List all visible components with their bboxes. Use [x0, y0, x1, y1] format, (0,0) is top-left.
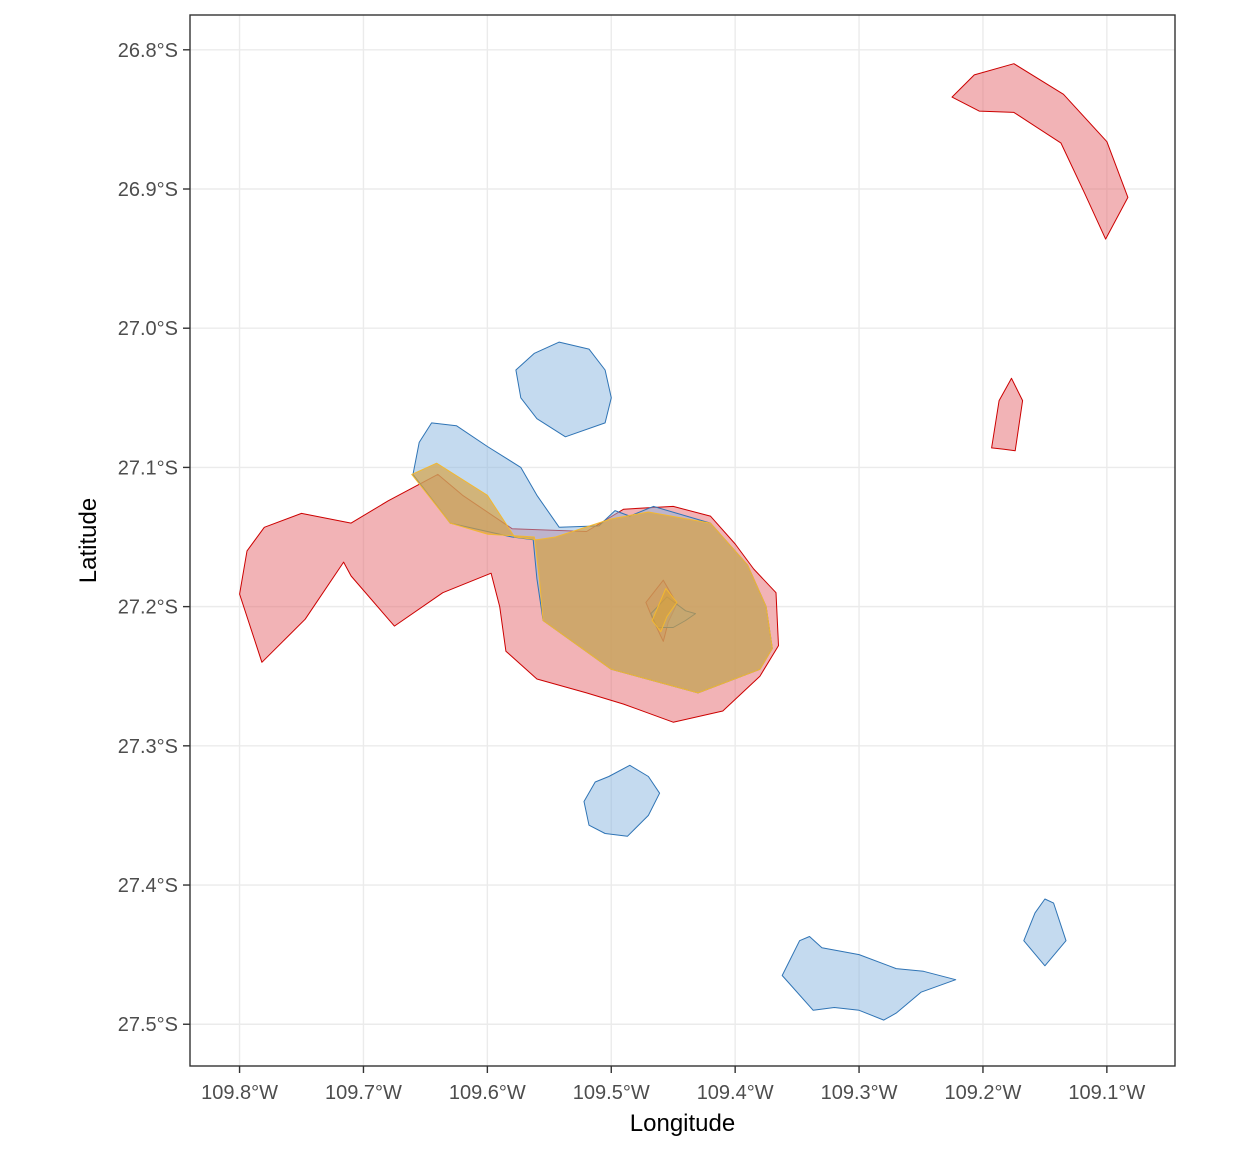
- blue-polygon: [583, 764, 661, 837]
- x-tick-label: 109.8°W: [201, 1082, 278, 1104]
- y-tick-label: 27.5°S: [118, 1014, 178, 1036]
- x-tick-label: 109.6°W: [449, 1082, 526, 1104]
- y-tick-label: 27.4°S: [118, 875, 178, 897]
- y-tick-label: 26.8°S: [118, 40, 178, 62]
- y-tick-label: 27.0°S: [118, 318, 178, 340]
- x-tick-label: 109.2°W: [944, 1082, 1021, 1104]
- overlap-polygon: [651, 588, 678, 633]
- red-polygon: [951, 63, 1129, 240]
- y-tick-label: 27.1°S: [118, 457, 178, 479]
- y-axis-title: Latitude: [75, 498, 102, 583]
- x-axis-title: Longitude: [630, 1110, 735, 1137]
- y-tick-label: 27.3°S: [118, 736, 178, 758]
- blue-polygon: [515, 341, 612, 438]
- panel-border: [189, 14, 1176, 1067]
- blue-polygon: [1023, 898, 1067, 967]
- y-tick-label: 27.2°S: [118, 597, 178, 619]
- axis-ticks: 109.8°W 109.7°W 109.6°W 109.5°W 109.4°W 109.3…: [118, 40, 1146, 1104]
- map-layers: [239, 63, 1129, 1021]
- red-polygon: [991, 377, 1024, 452]
- x-tick-label: 109.3°W: [821, 1082, 898, 1104]
- x-tick-label: 109.1°W: [1068, 1082, 1145, 1104]
- x-tick-label: 109.5°W: [573, 1082, 650, 1104]
- x-tick-label: 109.7°W: [325, 1082, 402, 1104]
- x-tick-label: 109.4°W: [697, 1082, 774, 1104]
- y-tick-label: 26.9°S: [118, 179, 178, 201]
- overlap-polygon: [411, 462, 773, 694]
- blue-polygon: [781, 936, 957, 1021]
- layer-overlap: [411, 462, 773, 694]
